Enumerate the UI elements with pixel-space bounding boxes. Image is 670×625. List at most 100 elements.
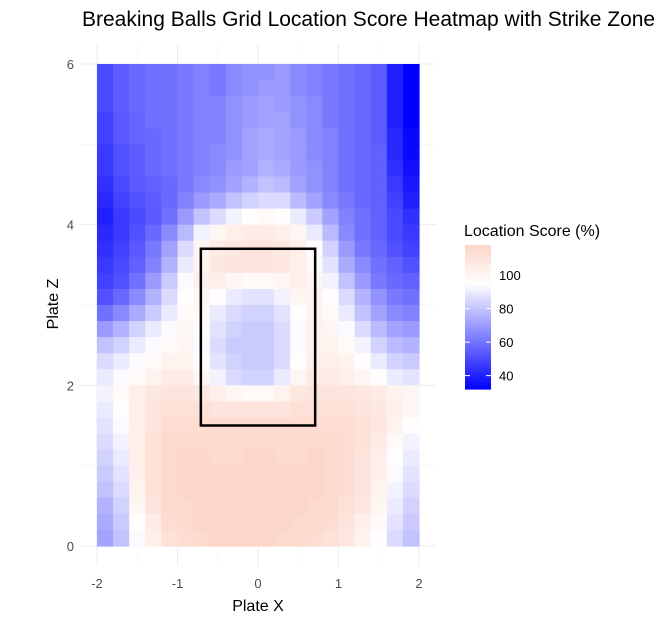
legend-color-step	[465, 384, 491, 388]
legend-color-step	[465, 276, 491, 280]
heatmap-cell	[290, 272, 307, 290]
heatmap-cell	[145, 192, 162, 210]
heatmap-cell	[193, 128, 211, 145]
heatmap-cell	[322, 417, 340, 435]
heatmap-cell	[258, 481, 275, 499]
heatmap-cell	[338, 160, 356, 178]
heatmap-cell	[258, 369, 275, 386]
heatmap-cell	[386, 144, 404, 161]
legend-color-step	[465, 312, 491, 316]
heatmap-cell	[370, 337, 388, 354]
heatmap-cell	[145, 288, 162, 306]
heatmap-cell	[306, 144, 323, 161]
heatmap-cell	[177, 112, 195, 129]
heatmap-cell	[290, 64, 307, 81]
heatmap-cell	[193, 64, 211, 81]
heatmap-cell	[193, 80, 211, 97]
heatmap-cell	[209, 369, 227, 386]
heatmap-cell	[225, 353, 243, 370]
heatmap-cell	[129, 401, 146, 419]
legend-color-step	[465, 345, 491, 349]
heatmap-cell	[402, 240, 420, 258]
heatmap-cell	[209, 64, 227, 81]
heatmap-cell	[113, 256, 130, 274]
heatmap-cell	[241, 80, 259, 97]
heatmap-cell	[258, 80, 275, 97]
heatmap-cell	[193, 529, 211, 547]
heatmap-cell	[386, 256, 404, 274]
heatmap-cell	[145, 385, 162, 402]
heatmap-cell	[97, 417, 114, 435]
heatmap-cell	[241, 305, 259, 322]
heatmap-cell	[129, 128, 146, 145]
heatmap-cell	[161, 449, 179, 467]
heatmap-cell	[274, 369, 291, 386]
y-axis-ticks: 0 2 4 6	[67, 57, 74, 554]
heatmap-cell	[193, 96, 211, 113]
heatmap-cell	[306, 529, 323, 547]
heatmap-cell	[177, 465, 195, 483]
heatmap-cell	[322, 144, 340, 161]
heatmap-cell	[258, 385, 275, 402]
heatmap-cell	[241, 208, 259, 226]
heatmap-cell	[338, 449, 356, 467]
heatmap-cell	[290, 369, 307, 386]
heatmap-cell	[290, 256, 307, 274]
heatmap-cell	[129, 433, 146, 451]
heatmap-cell	[338, 272, 356, 290]
heatmap-cell	[290, 160, 307, 178]
heatmap-cell	[209, 321, 227, 338]
heatmap-cell	[97, 112, 114, 129]
heatmap-cell	[290, 96, 307, 113]
heatmap-cell	[97, 192, 114, 210]
legend-color-step	[465, 300, 491, 304]
y-tick-label: 0	[67, 539, 74, 554]
heatmap-cell	[161, 224, 179, 242]
heatmap-cell	[225, 208, 243, 226]
heatmap-cell	[386, 240, 404, 258]
heatmap-cell	[145, 513, 162, 531]
heatmap-cell	[354, 305, 372, 322]
heatmap-cell	[161, 337, 179, 354]
heatmap-cell	[354, 208, 372, 226]
heatmap-cell	[386, 112, 404, 129]
heatmap-cell	[290, 497, 307, 515]
heatmap-cell	[177, 369, 195, 386]
heatmap-cell	[322, 272, 340, 290]
heatmap-cell	[354, 353, 372, 370]
heatmap-cell	[258, 529, 275, 547]
heatmap-cell	[177, 401, 195, 419]
heatmap-cell	[225, 288, 243, 306]
heatmap-cell	[161, 64, 179, 81]
heatmap-cell	[145, 305, 162, 322]
heatmap-cell	[290, 208, 307, 226]
heatmap-cell	[97, 321, 114, 338]
heatmap-cell	[241, 192, 259, 210]
heatmap-cell	[370, 240, 388, 258]
heatmap-cell	[129, 224, 146, 242]
legend-color-step	[465, 305, 491, 308]
heatmap-cell	[129, 353, 146, 370]
heatmap-cell	[177, 305, 195, 322]
heatmap-cell	[306, 128, 323, 145]
legend-color-step	[465, 288, 491, 292]
heatmap-cell	[193, 449, 211, 467]
heatmap-cell	[386, 208, 404, 226]
heatmap-cell	[322, 321, 340, 338]
legend-color-step	[465, 386, 491, 390]
heatmap-cell	[338, 144, 356, 161]
heatmap-cell	[274, 529, 291, 547]
heatmap-cell	[161, 144, 179, 161]
heatmap-cell	[225, 176, 243, 194]
heatmap-cell	[290, 529, 307, 547]
legend-color-step	[465, 281, 491, 284]
heatmap-cell	[322, 128, 340, 145]
heatmap-cell	[97, 305, 114, 322]
heatmap-cell	[129, 321, 146, 338]
heatmap-cell	[386, 433, 404, 451]
heatmap-cell	[290, 144, 307, 161]
heatmap-cell	[322, 112, 340, 129]
legend-color-step	[465, 326, 491, 330]
heatmap-cell	[274, 288, 291, 306]
heatmap-cell	[354, 337, 372, 354]
